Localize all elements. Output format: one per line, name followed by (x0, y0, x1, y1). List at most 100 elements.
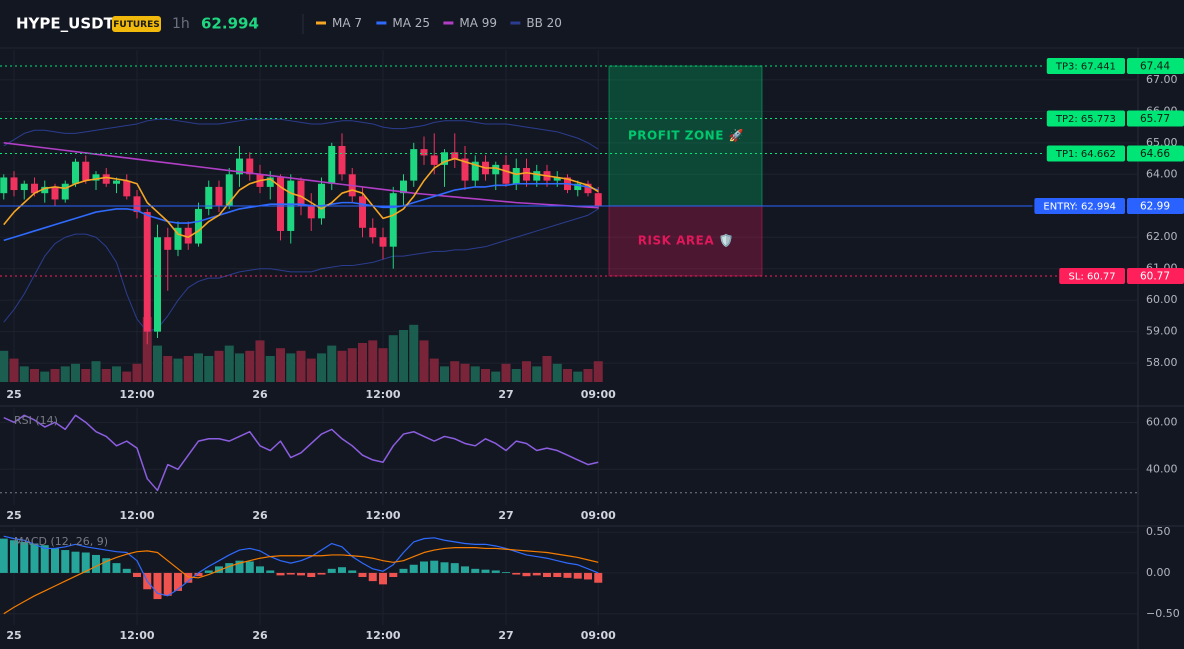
zone (608, 65, 763, 207)
level-label-box (1046, 58, 1125, 75)
histogram-bar (573, 572, 582, 579)
moving-average (3, 157, 599, 239)
histogram-bar (174, 572, 182, 591)
bb-upper (3, 118, 599, 150)
histogram-bar (194, 572, 203, 577)
volume-bar (450, 361, 460, 382)
level-label: TP3: 67.441 (1055, 62, 1116, 73)
candle-body (420, 149, 428, 156)
histogram-bar (163, 572, 172, 596)
volume-bar (235, 353, 244, 382)
volume-bar (296, 350, 306, 382)
histogram-bar (358, 572, 367, 578)
axis-label-box (1127, 145, 1184, 162)
histogram-bar (184, 572, 193, 583)
volume-bar (81, 369, 91, 382)
histogram-bar (122, 568, 131, 573)
level-label-box (1059, 267, 1125, 284)
legend-label: BB 20 (526, 16, 562, 30)
volume-bar (60, 366, 70, 382)
volume-bar (163, 356, 173, 382)
candle-body (72, 161, 79, 184)
candle-body (338, 145, 346, 175)
histogram-bar (327, 568, 336, 573)
volume-bar (460, 363, 470, 382)
candle-body (266, 177, 274, 187)
y-tick-label: 64.00 (1146, 167, 1178, 180)
y-tick-label: 59.00 (1146, 325, 1178, 338)
candle-body (82, 161, 90, 181)
badge-bg (112, 16, 161, 32)
candle-body (492, 164, 500, 175)
volume-bar (399, 330, 408, 382)
volume-bar (255, 340, 265, 382)
histogram-bar (235, 560, 244, 573)
x-tick-label: 26 (252, 509, 268, 522)
volume-bar (409, 324, 419, 382)
volume-bar (50, 369, 60, 382)
histogram-bar (204, 570, 213, 573)
candle-body (410, 149, 418, 181)
histogram-bar (399, 568, 408, 573)
volume-bar (101, 369, 111, 382)
candle-body (471, 161, 479, 181)
candle-body (523, 168, 530, 181)
candle-body (533, 171, 541, 181)
rsi-line (3, 414, 599, 492)
candle-body (359, 196, 366, 228)
symbol: HYPE_USDT (16, 15, 115, 33)
candle-body (41, 186, 49, 194)
candle-body (133, 196, 141, 213)
level-label-box (1034, 197, 1125, 214)
histogram-bar (409, 564, 418, 573)
histogram-bar (450, 563, 459, 573)
moving-average (3, 142, 599, 209)
x-tick-label: 09:00 (581, 388, 616, 401)
y-tick-label: −0.50 (1146, 607, 1180, 620)
candle-body (400, 180, 407, 194)
candle-body (328, 145, 336, 184)
x-tick-label: 27 (498, 509, 513, 522)
volume-bar (173, 358, 183, 382)
volume-bar (511, 369, 521, 382)
candle-body (10, 177, 18, 191)
histogram-bar (379, 572, 387, 585)
candle-body (553, 177, 561, 181)
x-tick-label: 09:00 (581, 509, 616, 522)
candle-body (512, 168, 520, 184)
volume-bar (583, 369, 593, 382)
histogram-bar (286, 572, 295, 575)
candle-body (0, 177, 8, 194)
volume-bar (593, 361, 603, 382)
histogram-bar (112, 563, 121, 573)
candle-body (461, 158, 469, 181)
candle-body (31, 183, 38, 194)
volume-bar (573, 371, 583, 382)
x-tick-label: 12:00 (119, 388, 154, 401)
x-tick-label: 27 (498, 388, 513, 401)
last-price: 62.994 (201, 15, 259, 33)
candle-body (389, 193, 397, 247)
candle-body (297, 180, 305, 206)
y-tick-label: 0.50 (1146, 525, 1171, 538)
candle-body (154, 237, 161, 332)
candle-body (215, 186, 223, 206)
panel-label: RSI (14) (14, 414, 58, 427)
candle-body (20, 183, 28, 191)
histogram-bar (543, 572, 551, 578)
volume-bar (501, 363, 511, 382)
volume-bar (378, 348, 388, 382)
histogram-bar (461, 566, 469, 573)
x-tick-label: 26 (252, 629, 268, 642)
histogram-bar (92, 554, 100, 573)
candle-body (307, 205, 315, 219)
histogram-bar (532, 572, 541, 576)
zone-label: PROFIT ZONE 🚀 (628, 128, 744, 142)
legend-label: MA 25 (392, 16, 430, 30)
histogram-bar (266, 570, 275, 573)
candle-body (502, 164, 510, 184)
candle-body (584, 183, 592, 194)
level-label-box (1046, 110, 1125, 127)
histogram-bar (481, 569, 490, 573)
